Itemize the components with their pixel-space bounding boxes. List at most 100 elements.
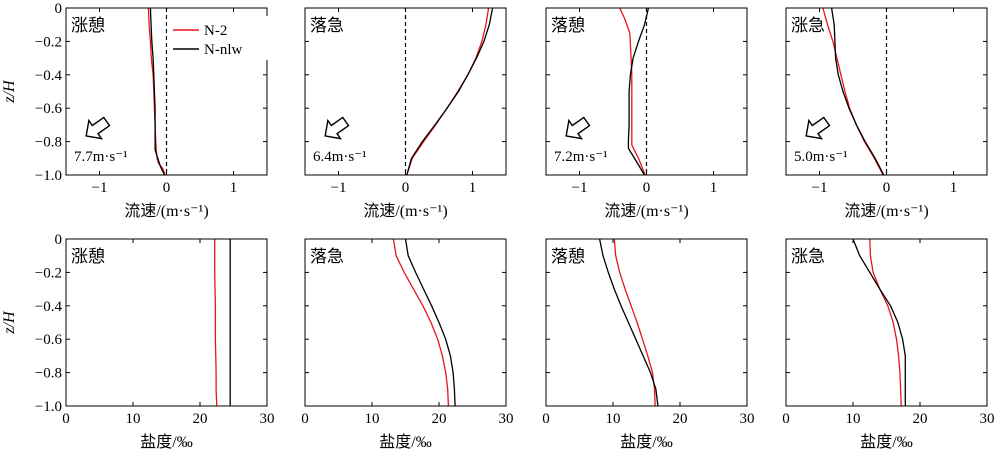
series-line-nnlw: [149, 7, 166, 176]
x-tick-label: 20: [913, 411, 928, 427]
panel-0-0: −1 0 1 0 −0.2 −0.4 −0.6 −0.8 −1.0 流速/(m·s⁻¹) z/H 涨憩…: [1, 1, 268, 220]
series-line-n2: [392, 238, 450, 407]
x-axis-label: 盐度/‰: [620, 433, 672, 451]
legend-label-nnlw: N-nlw: [204, 42, 242, 58]
axes-frame: [785, 238, 988, 407]
y-tick-label: −0.4: [35, 68, 63, 84]
y-axis-label: z/H: [1, 79, 18, 104]
x-axis-label: 盐度/‰: [379, 433, 431, 451]
x-tick-label: 30: [980, 411, 995, 427]
x-tick-label: 20: [673, 411, 688, 427]
wind-arrow-shape: [565, 116, 591, 140]
x-tick-label: 0: [542, 411, 550, 427]
wind-speed-label: 7.7m·s⁻¹: [74, 149, 128, 165]
y-tick-label: −0.2: [35, 265, 62, 281]
series-line-n2: [869, 238, 902, 407]
x-tick-label: 1: [950, 180, 958, 196]
y-tick-label: 0: [55, 232, 63, 248]
x-tick-label: 0: [782, 411, 790, 427]
series-line-nnlw: [598, 238, 659, 407]
series-line-nnlw: [627, 7, 650, 176]
series-line-nnlw: [406, 7, 494, 176]
x-tick-label: −1: [812, 180, 828, 196]
axes-frame: [304, 238, 507, 407]
series-line-n2: [406, 7, 490, 176]
x-tick-label: 30: [260, 411, 275, 427]
y-tick-label: −0.6: [35, 332, 63, 348]
legend-label-n2: N-2: [204, 23, 227, 39]
x-tick-label: −1: [572, 180, 588, 196]
wind-speed-label: 5.0m·s⁻¹: [794, 149, 848, 165]
series-line-nnlw: [404, 238, 456, 407]
series-line-n2: [147, 7, 166, 176]
tidal-phase-label: 落急: [310, 247, 344, 266]
x-tick-label: 0: [62, 411, 70, 427]
axes-frame: [545, 238, 748, 407]
tidal-phase-label: 涨憩: [71, 16, 105, 35]
x-axis-label: 盐度/‰: [860, 433, 912, 451]
x-tick-label: 20: [432, 411, 447, 427]
tidal-phase-label: 落憩: [551, 16, 585, 35]
y-tick-label: 0: [55, 1, 63, 17]
series-line-n2: [613, 238, 656, 407]
y-axis-label: z/H: [1, 310, 18, 335]
x-tick-label: 0: [402, 180, 410, 196]
wind-arrow-icon: [565, 116, 591, 140]
x-tick-label: 10: [846, 411, 861, 427]
tidal-phase-label: 涨急: [791, 247, 825, 266]
panel-0-1: −1 0 1 流速/(m·s⁻¹) 落急 6.4m·s⁻¹: [304, 7, 507, 220]
x-tick-label: 0: [163, 180, 171, 196]
x-tick-label: 30: [499, 411, 514, 427]
x-tick-label: 0: [643, 180, 651, 196]
x-axis-label: 流速/(m·s⁻¹): [363, 202, 447, 220]
series-line-n2: [619, 7, 646, 176]
wind-arrow-icon: [805, 116, 831, 140]
x-tick-label: −1: [92, 180, 108, 196]
x-axis-label: 盐度/‰: [140, 433, 192, 451]
legend-box: [167, 16, 270, 60]
y-tick-label: −0.2: [35, 34, 62, 50]
panel-1-3: 0 10 20 30 盐度/‰ 涨急: [782, 238, 995, 451]
tidal-phase-label: 落憩: [551, 247, 585, 266]
tidal-phase-label: 涨急: [791, 16, 825, 35]
x-axis-label: 流速/(m·s⁻¹): [124, 202, 208, 220]
tidal-phase-label: 涨憩: [71, 247, 105, 266]
panel-0-3: −1 0 1 流速/(m·s⁻¹) 涨急 5.0m·s⁻¹: [785, 7, 988, 220]
wind-arrow-shape: [805, 116, 831, 140]
x-tick-label: 10: [126, 411, 141, 427]
x-tick-label: 20: [193, 411, 208, 427]
panel-1-0: 0 10 20 30 0 −0.2 −0.4 −0.6 −0.8 −1.0 盐度/‰ z/H 涨憩: [1, 232, 275, 451]
panel-1-2: 0 10 20 30 盐度/‰ 落憩: [542, 238, 755, 451]
y-tick-label: −1.0: [35, 168, 62, 184]
x-tick-label: 30: [740, 411, 755, 427]
y-tick-label: −0.6: [35, 101, 63, 117]
y-tick-label: −0.8: [35, 366, 62, 382]
series-line-nnlw: [830, 7, 885, 176]
x-axis-label: 流速/(m·s⁻¹): [844, 202, 928, 220]
wind-arrow-shape: [85, 116, 111, 140]
axes-frame: [65, 238, 268, 407]
x-tick-label: 1: [230, 180, 238, 196]
y-tick-label: −0.4: [35, 299, 63, 315]
series-line-nnlw: [852, 238, 906, 406]
tidal-phase-label: 落急: [310, 16, 344, 35]
legend: N-2 N-nlw: [167, 16, 270, 60]
wind-arrow-icon: [324, 116, 350, 140]
x-tick-label: 1: [469, 180, 477, 196]
x-tick-label: 10: [606, 411, 621, 427]
panel-0-2: −1 0 1 流速/(m·s⁻¹) 落憩 7.2m·s⁻¹: [545, 7, 748, 220]
x-axis-label: 流速/(m·s⁻¹): [604, 202, 688, 220]
series-line-n2: [214, 239, 218, 407]
wind-arrow-shape: [324, 116, 350, 140]
x-tick-label: 10: [365, 411, 380, 427]
x-tick-label: 1: [710, 180, 718, 196]
wind-speed-label: 7.2m·s⁻¹: [554, 149, 608, 165]
x-tick-label: −1: [331, 180, 347, 196]
wind-speed-label: 6.4m·s⁻¹: [313, 149, 367, 165]
x-tick-label: 0: [883, 180, 891, 196]
panel-1-1: 0 10 20 30 盐度/‰ 落急: [301, 238, 514, 451]
wind-arrow-icon: [85, 116, 111, 140]
x-tick-label: 0: [301, 411, 309, 427]
